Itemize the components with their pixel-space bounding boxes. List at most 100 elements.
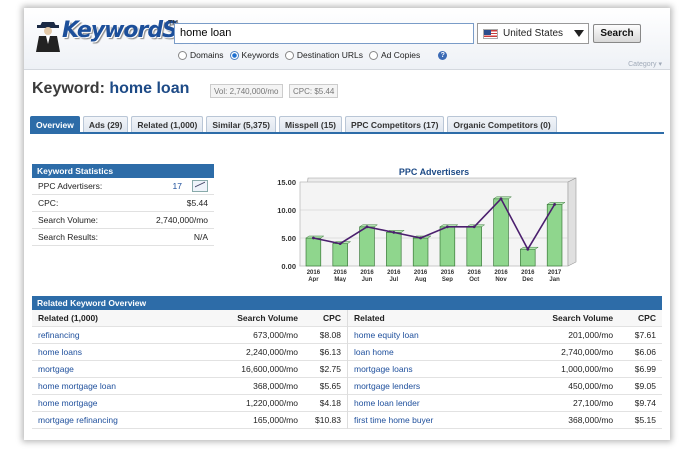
radio-label: Domains [190, 50, 224, 60]
bar [359, 226, 375, 267]
x-tick-year: 2016 [387, 270, 401, 276]
trend-point [446, 225, 449, 229]
cpc-value: $2.75 [319, 364, 341, 374]
search-button[interactable]: Search [593, 24, 641, 43]
stats-row-search-volume: Search Volume: 2,740,000/mo [32, 212, 214, 229]
stat-value: N/A [193, 232, 208, 242]
trend-point [526, 247, 530, 251]
keyword-statistics-panel: Keyword Statistics PPC Advertisers: 17 C… [32, 164, 214, 246]
bar-top [546, 202, 566, 205]
keyword-link[interactable]: home mortgage [38, 398, 98, 408]
tab-related[interactable]: Related (1,000) [131, 116, 204, 133]
bar [386, 232, 402, 267]
radio-ad-copies[interactable]: Ad Copies [369, 50, 420, 60]
radio-indicator [178, 50, 187, 60]
spy-figure-icon [36, 22, 60, 52]
x-tick-year: 2016 [360, 270, 374, 276]
radio-label: Keywords [241, 50, 279, 60]
trend-graph-icon[interactable] [192, 180, 208, 192]
column-header[interactable]: CPC [638, 313, 656, 323]
keywordspy-logo[interactable]: KeywordSpy TM [34, 14, 206, 54]
keyword-link[interactable]: home equity loan [354, 330, 419, 340]
radio-destination-urls[interactable]: Destination URLs [284, 50, 363, 60]
table-row: home equity loan 201,000/mo $7.61 [348, 327, 662, 344]
cpc-value: $6.13 [319, 347, 341, 357]
keyword-link[interactable]: home loans [38, 347, 82, 357]
x-tick-month: Apr [308, 277, 319, 282]
tab-similar[interactable]: Similar (5,375) [206, 116, 276, 133]
x-tick-month: May [334, 277, 346, 282]
radio-domains[interactable]: Domains [178, 50, 224, 60]
radio-keywords[interactable]: Keywords [229, 50, 279, 60]
tab-ppc-competitors[interactable]: PPC Competitors (17) [345, 116, 445, 133]
trend-point [499, 197, 503, 201]
column-header[interactable]: Search Volume [552, 313, 614, 323]
table-row: home loans 2,240,000/mo $6.13 [32, 344, 347, 361]
x-tick-month: Jun [362, 277, 373, 282]
related-table-left: Related (1,000) Search Volume CPC refinanci… [32, 310, 347, 429]
country-select[interactable]: United States [477, 23, 589, 44]
radio-indicator-selected [229, 50, 239, 60]
y-tick-label: 5.00 [281, 234, 296, 243]
title-prefix: Keyword: [32, 80, 105, 97]
search-type-radios: Domains Keywords Destination URLs Ad Cop… [178, 48, 448, 62]
column-header[interactable]: CPC [323, 313, 341, 323]
tab-misspell[interactable]: Misspell (15) [279, 116, 343, 133]
tab-overview[interactable]: Overview [30, 116, 80, 133]
volume-label: Vol: [214, 87, 228, 96]
logo-trademark: TM [168, 20, 178, 27]
x-tick-year: 2016 [414, 270, 428, 276]
stat-value: $5.44 [186, 198, 208, 208]
table-row: mortgage loans 1,000,000/mo $6.99 [348, 361, 662, 378]
stats-row-search-results: Search Results: N/A [32, 229, 214, 246]
cpc-value: $8.08 [319, 330, 341, 340]
volume-badge: Vol: 2,740,000/mo [210, 84, 283, 98]
tab-organic-competitors[interactable]: Organic Competitors (0) [447, 116, 557, 133]
search-volume: 27,100/mo [572, 398, 614, 408]
ppc-advertisers-link[interactable]: 17 [172, 181, 182, 191]
keyword-link[interactable]: mortgage lenders [354, 381, 421, 391]
tab-ads[interactable]: Ads (29) [82, 116, 129, 133]
trend-point [419, 236, 422, 240]
search-input[interactable]: home loan [174, 23, 474, 44]
related-table-right: Related Search Volume CPC home equity loan 2… [347, 310, 662, 429]
ppc-advertisers-chart: PPC Advertisers0.005.0010.0015.002016Apr… [277, 167, 577, 282]
related-keyword-overview: Related Keyword Overview Related (1,000)… [32, 296, 662, 429]
search-volume: 16,600,000/mo [241, 364, 298, 374]
radio-indicator [284, 50, 294, 60]
table-row: home loan lender 27,100/mo $9.74 [348, 395, 662, 412]
search-volume: 1,220,000/mo [246, 398, 298, 408]
bar [466, 226, 482, 267]
cpc-label: CPC: [293, 87, 313, 96]
keyword-link[interactable]: first time home buyer [354, 415, 434, 425]
column-header[interactable]: Related [354, 313, 385, 323]
column-header[interactable]: Related (1,000) [38, 313, 98, 323]
x-tick-month: Nov [495, 277, 507, 282]
y-tick-label: 0.00 [281, 262, 296, 271]
keyword-link[interactable]: refinancing [38, 330, 80, 340]
keyword-link[interactable]: home loan lender [354, 398, 420, 408]
keyword-link[interactable]: loan home [354, 347, 394, 357]
cpc-value: $10.83 [315, 415, 341, 425]
panel-title: Keyword Statistics [32, 164, 214, 178]
keyword-link[interactable]: mortgage refinancing [38, 415, 118, 425]
chevron-down-icon [574, 30, 584, 37]
category-dropdown[interactable]: Category ▾ [628, 61, 662, 68]
volume-value: 2,740,000/mo [229, 87, 279, 96]
cpc-value: $9.74 [634, 398, 656, 408]
help-icon[interactable]: ? [438, 50, 448, 60]
stats-row-cpc: CPC: $5.44 [32, 195, 214, 212]
search-volume: 165,000/mo [253, 415, 298, 425]
bar [332, 243, 348, 267]
column-header[interactable]: Search Volume [237, 313, 298, 323]
x-tick-year: 2016 [334, 270, 348, 276]
cpc-value: $6.99 [634, 364, 656, 374]
trend-point [312, 236, 315, 240]
keyword-link[interactable]: mortgage [38, 364, 74, 374]
trend-point [392, 231, 396, 234]
chart-side-wall [567, 177, 577, 267]
keyword-link[interactable]: home mortgage loan [38, 381, 116, 391]
keyword-link[interactable]: mortgage loans [354, 364, 413, 374]
stat-value: 2,740,000/mo [156, 215, 208, 225]
x-tick-year: 2016 [494, 270, 508, 276]
